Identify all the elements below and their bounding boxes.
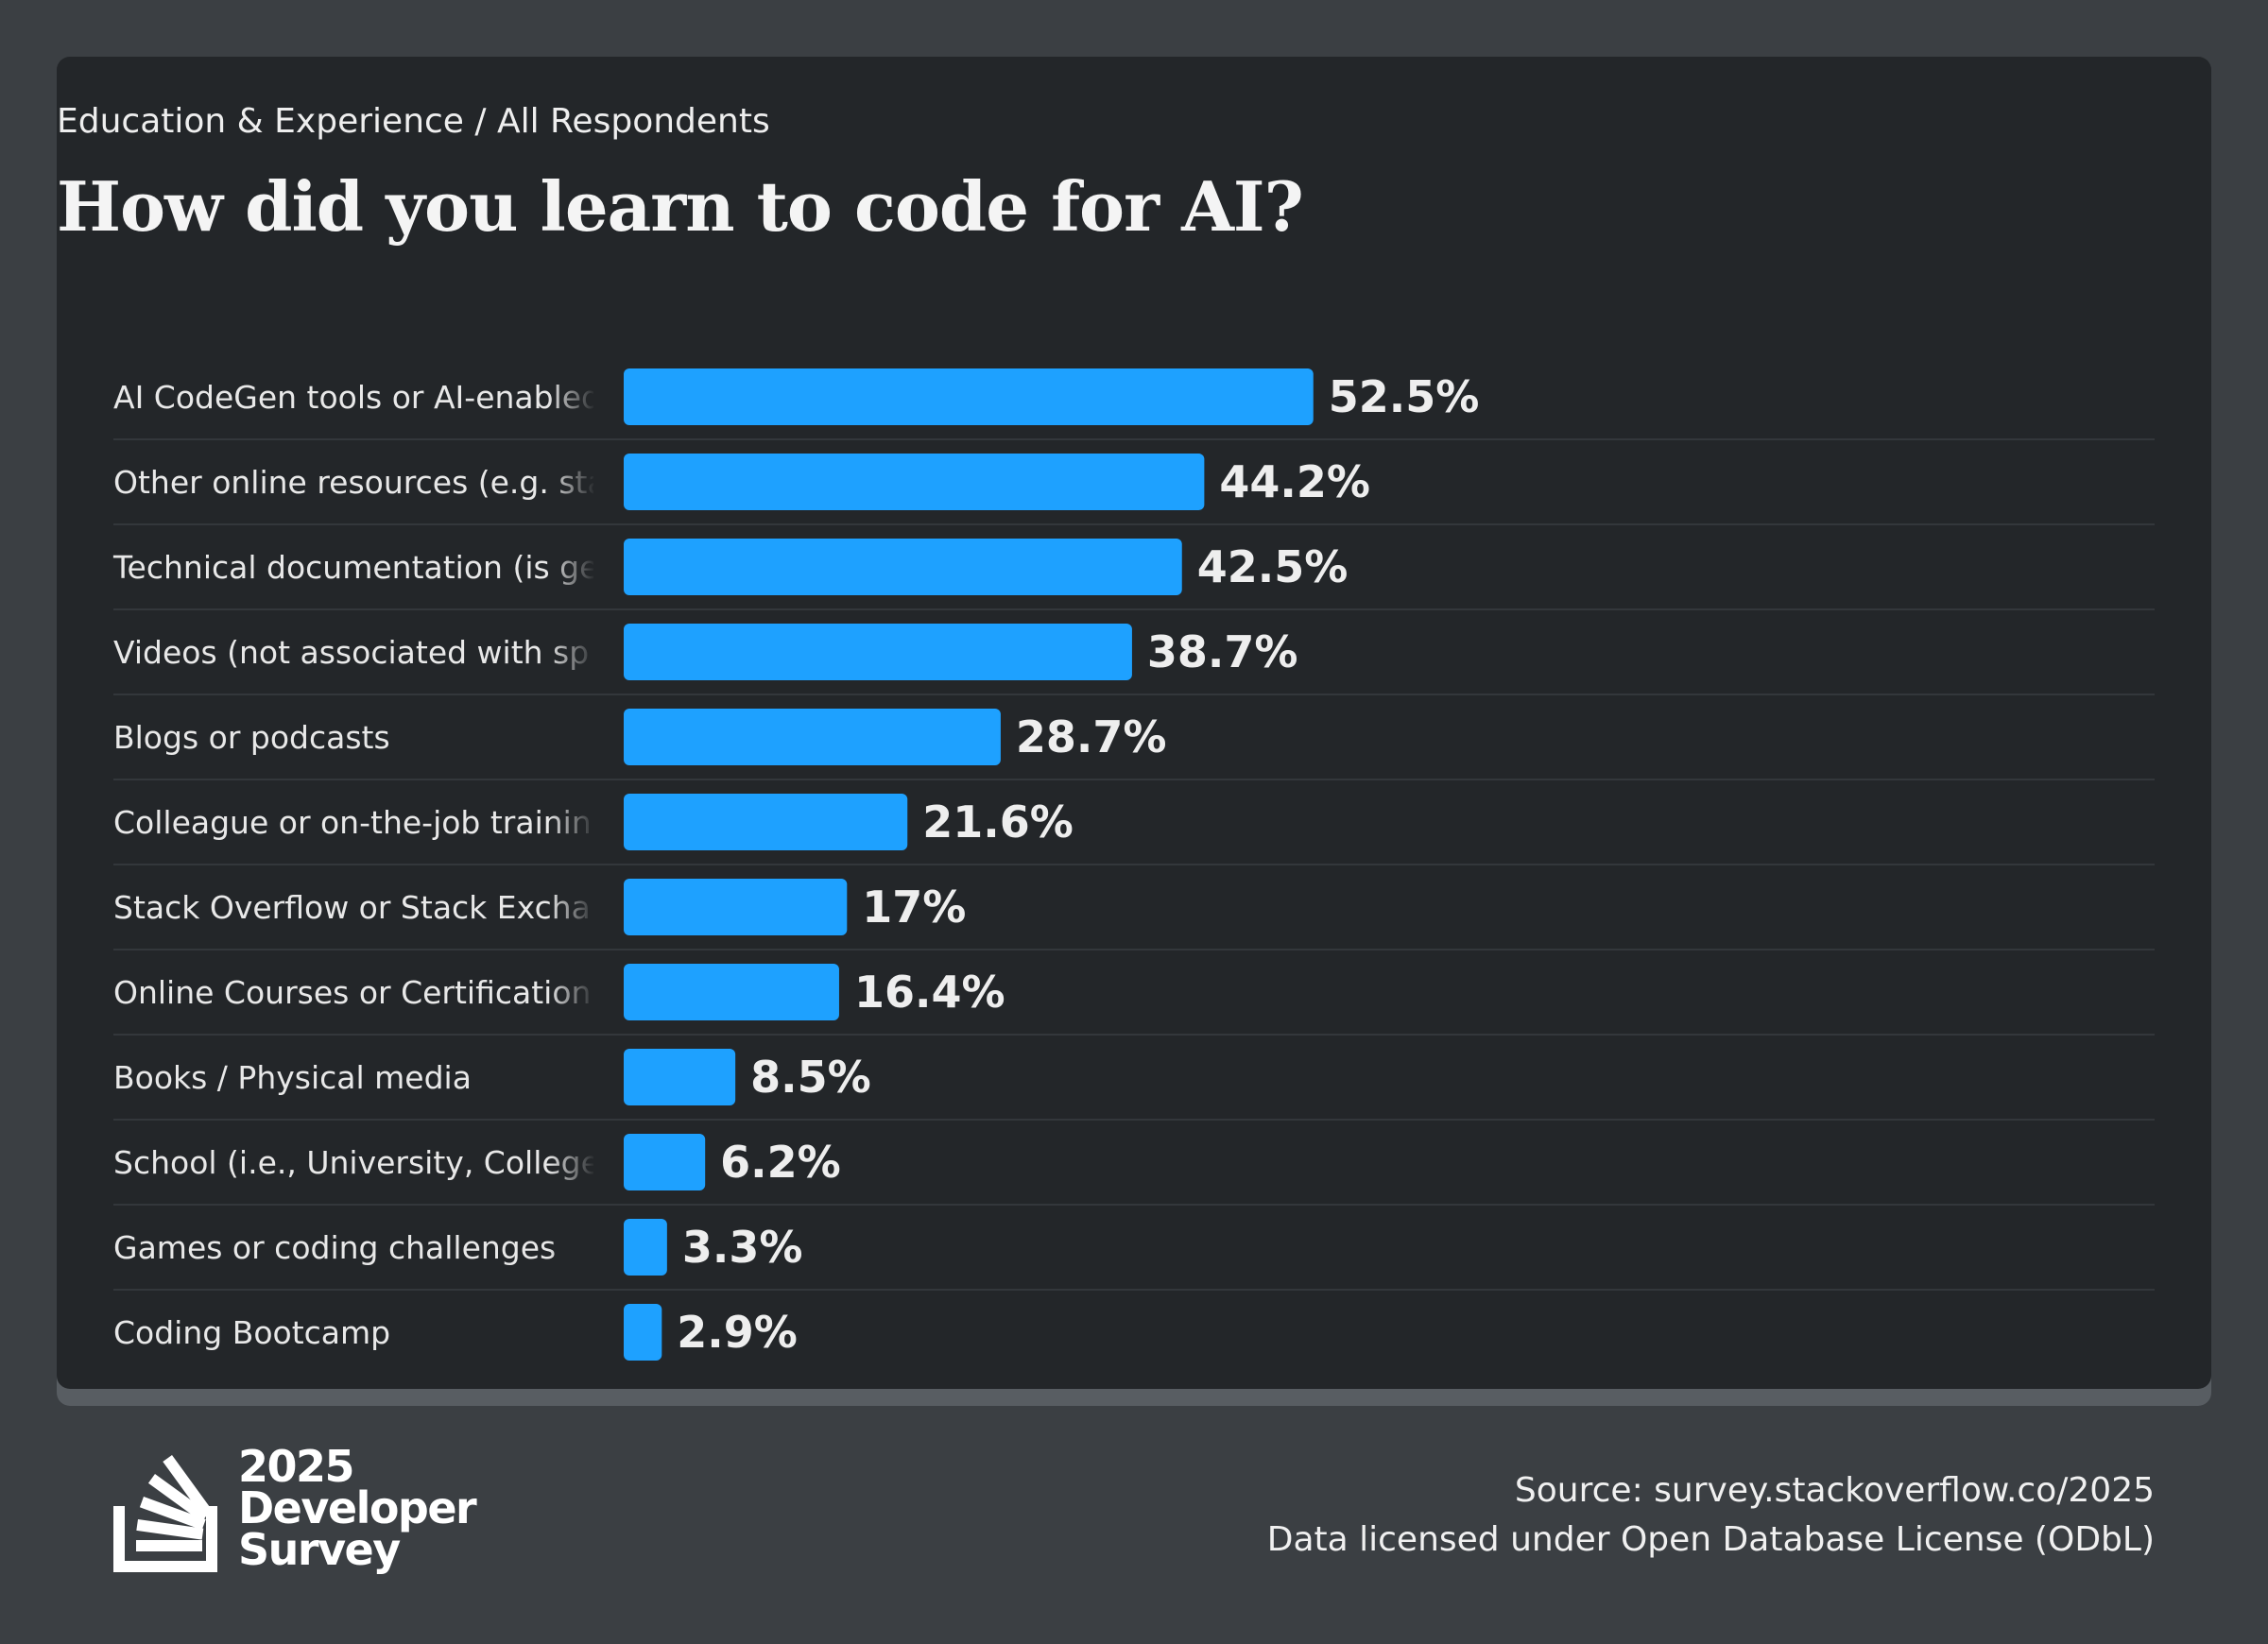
value-label: 21.6% bbox=[922, 796, 1074, 848]
label-fade bbox=[548, 1214, 595, 1280]
value-label: 42.5% bbox=[1197, 541, 1349, 592]
bar bbox=[624, 1219, 667, 1276]
logo-line-developer: Developer bbox=[238, 1482, 477, 1533]
bar bbox=[624, 794, 908, 850]
label-fade bbox=[548, 364, 595, 430]
category-label: School (i.e., University, College bbox=[113, 1144, 600, 1181]
bar bbox=[624, 964, 839, 1020]
bar bbox=[624, 879, 848, 935]
bar bbox=[624, 368, 1314, 425]
license-text: Data licensed under Open Database Licens… bbox=[1266, 1520, 2155, 1559]
label-fade bbox=[548, 874, 595, 940]
value-label: 3.3% bbox=[682, 1222, 803, 1273]
source-credit: Source: survey.stackoverflow.co/2025 Dat… bbox=[1267, 1466, 2155, 1565]
label-fade bbox=[548, 534, 595, 600]
category-label: Blogs or podcasts bbox=[113, 719, 390, 756]
value-label: 6.2% bbox=[720, 1137, 841, 1188]
label-fade bbox=[548, 619, 595, 685]
category-label: Games or coding challenges bbox=[113, 1229, 556, 1266]
value-label: 17% bbox=[862, 882, 966, 933]
chart-subtitle: Education & Experience / All Respondents bbox=[57, 102, 770, 141]
value-label: 28.7% bbox=[1016, 711, 1167, 762]
bar bbox=[624, 1134, 706, 1190]
value-label: 52.5% bbox=[1329, 371, 1480, 422]
label-fade bbox=[548, 704, 595, 770]
logo-line-survey: Survey bbox=[238, 1524, 401, 1575]
category-label: AI CodeGen tools or AI-enabled bbox=[113, 379, 601, 416]
bar bbox=[624, 454, 1205, 510]
bar bbox=[624, 624, 1132, 680]
category-label: Coding Bootcamp bbox=[113, 1314, 390, 1351]
bar-chart: AI CodeGen tools or AI-enabled 52.5% Other… bbox=[112, 364, 2155, 1365]
label-fade bbox=[548, 1129, 595, 1195]
category-label: Other online resources (e.g. sta bbox=[113, 464, 607, 501]
chart-card: AI CodeGen tools or AI-enabled 52.5% Other… bbox=[57, 57, 2211, 1389]
label-fade bbox=[548, 789, 595, 855]
label-fade bbox=[548, 1299, 595, 1365]
bar bbox=[624, 1049, 736, 1105]
value-label: 44.2% bbox=[1219, 456, 1370, 507]
category-label: Stack Overflow or Stack Excha bbox=[113, 889, 591, 926]
value-label: 16.4% bbox=[854, 967, 1005, 1018]
bar bbox=[624, 709, 1001, 765]
label-fade bbox=[548, 1044, 595, 1110]
survey-logo-text: 2025 Developer Survey bbox=[238, 1441, 477, 1575]
stack-overflow-logo-icon bbox=[113, 1455, 217, 1572]
logo-year: 2025 bbox=[238, 1441, 355, 1492]
category-label: Colleague or on-the-job trainin bbox=[113, 804, 592, 841]
bar bbox=[624, 539, 1182, 595]
category-label: Videos (not associated with sp bbox=[113, 634, 589, 671]
bar bbox=[624, 1304, 662, 1361]
category-label: Books / Physical media bbox=[113, 1059, 472, 1096]
category-label: Technical documentation (is ge bbox=[112, 549, 598, 586]
value-label: 2.9% bbox=[677, 1307, 798, 1358]
value-label: 38.7% bbox=[1147, 626, 1298, 677]
value-label: 8.5% bbox=[750, 1052, 871, 1103]
label-fade bbox=[548, 449, 595, 515]
source-link[interactable]: Source: survey.stackoverflow.co/2025 bbox=[1514, 1471, 2155, 1510]
label-fade bbox=[548, 959, 595, 1025]
category-label: Online Courses or Certification bbox=[113, 974, 591, 1011]
chart-title: How did you learn to code for AI? bbox=[57, 166, 1304, 247]
